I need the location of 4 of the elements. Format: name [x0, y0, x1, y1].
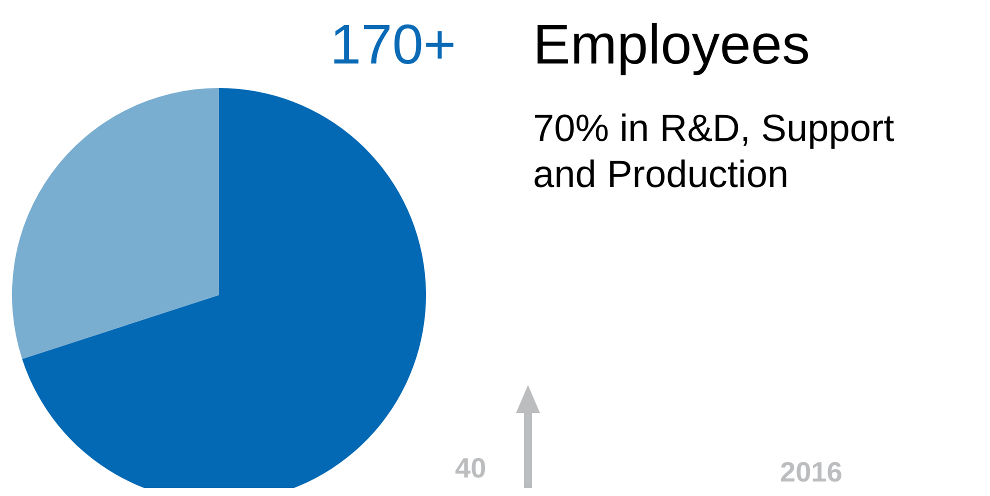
text: 2016: [780, 456, 842, 488]
text: 40: [455, 452, 486, 484]
text: 70% in R&D, Support and Production: [533, 108, 905, 196]
chart-title: 170+ Employees: [330, 12, 810, 76]
